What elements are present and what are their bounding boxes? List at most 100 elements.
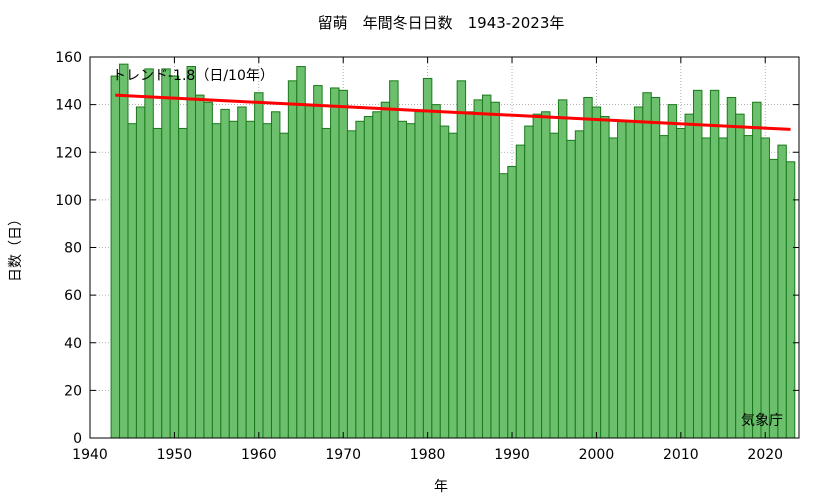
bar <box>135 106 146 439</box>
bar <box>262 123 272 439</box>
bar <box>574 130 585 439</box>
bar <box>152 127 163 439</box>
bar <box>431 104 441 439</box>
x-tick-label: 2020 <box>747 447 783 463</box>
bar <box>448 132 458 439</box>
bar <box>321 127 332 439</box>
bar <box>422 77 433 439</box>
bar <box>211 123 222 439</box>
bar <box>296 66 306 439</box>
bar <box>768 158 779 439</box>
x-tick-label: 1960 <box>241 447 277 463</box>
bar <box>380 101 391 439</box>
bar <box>777 144 787 439</box>
bar <box>557 99 568 439</box>
bar <box>330 87 340 439</box>
bar <box>228 120 239 439</box>
x-tick-label: 2010 <box>663 447 699 463</box>
bar <box>541 111 551 439</box>
bar <box>169 75 180 439</box>
bar <box>718 137 728 439</box>
source-label: 気象庁 <box>741 413 783 429</box>
y-tick-label: 60 <box>64 288 82 304</box>
bar <box>397 120 408 439</box>
bar <box>287 80 298 439</box>
bar <box>346 130 357 439</box>
x-axis-ticks: 1940 1950 1960 1970 1980 1990 2000 2010 2020 <box>72 57 783 463</box>
y-tick-label: 100 <box>55 193 82 209</box>
x-tick-label: 1970 <box>325 447 361 463</box>
bar <box>583 96 593 439</box>
bar <box>481 94 492 439</box>
bar <box>650 96 661 439</box>
bar <box>110 75 121 439</box>
bar <box>726 96 737 439</box>
bar <box>684 113 694 439</box>
trend-line <box>115 93 791 131</box>
x-tick-label: 1940 <box>72 447 108 463</box>
bar <box>254 92 264 439</box>
y-axis-ticks: 0 20 40 60 80 100 120 140 160 <box>55 50 799 447</box>
bar <box>119 63 129 439</box>
bar <box>389 80 399 439</box>
y-tick-label: 140 <box>55 98 82 114</box>
bar <box>633 106 644 439</box>
bar <box>608 137 619 439</box>
bar <box>625 120 635 439</box>
bar <box>549 132 559 439</box>
y-tick-label: 160 <box>55 50 82 66</box>
bar <box>220 108 230 439</box>
bar <box>414 111 424 439</box>
bar <box>203 101 213 439</box>
bar <box>127 123 137 439</box>
y-tick-label: 20 <box>64 383 82 399</box>
bar <box>304 104 315 439</box>
bar <box>270 111 281 439</box>
bar <box>701 137 711 439</box>
bar <box>532 113 543 439</box>
y-tick-label: 0 <box>73 431 82 447</box>
bar <box>524 125 534 439</box>
bar <box>279 132 289 439</box>
bar <box>338 89 348 439</box>
bar <box>456 80 467 439</box>
bar <box>313 85 323 439</box>
bar <box>600 116 610 439</box>
bar <box>667 104 678 439</box>
bar <box>515 144 526 439</box>
bar <box>161 68 171 439</box>
bar <box>245 120 256 439</box>
bar <box>439 125 450 439</box>
x-tick-label: 1980 <box>410 447 446 463</box>
bar <box>406 123 416 439</box>
bar <box>237 106 247 439</box>
bar <box>642 92 652 439</box>
x-axis-label: 年 <box>434 479 448 495</box>
bar <box>743 135 754 439</box>
y-tick-label: 120 <box>55 145 82 161</box>
bar <box>355 120 365 439</box>
y-axis-label: 日数（日） <box>8 212 24 282</box>
bar <box>591 106 602 439</box>
bar <box>659 135 669 439</box>
x-tick-label: 1950 <box>157 447 193 463</box>
bar <box>566 139 576 439</box>
bar <box>692 89 703 439</box>
x-tick-label: 1990 <box>494 447 530 463</box>
y-tick-label: 80 <box>64 241 82 257</box>
bar <box>617 120 627 439</box>
bar <box>676 127 686 439</box>
bar <box>498 173 509 439</box>
bar <box>709 89 720 439</box>
x-tick-label: 2000 <box>579 447 615 463</box>
bar <box>178 127 188 439</box>
bar <box>490 101 500 439</box>
bar <box>195 94 205 439</box>
trend-label: トレンド-1.8（日/10年） <box>112 68 274 84</box>
bar <box>507 166 517 439</box>
bar <box>752 101 762 439</box>
bar <box>785 161 796 439</box>
bar <box>465 111 475 439</box>
bar <box>473 99 483 439</box>
